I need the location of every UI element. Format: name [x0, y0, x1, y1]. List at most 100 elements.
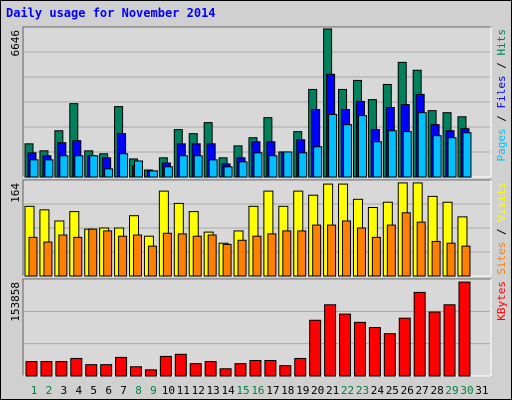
x-tick-label: 13 [207, 384, 220, 397]
bar [387, 130, 397, 178]
bar [297, 230, 307, 277]
bar [28, 236, 38, 277]
x-tick-label: 16 [251, 384, 264, 397]
bar [70, 357, 83, 377]
x-tick-label: 2 [46, 384, 53, 397]
bar [294, 357, 307, 377]
bar [268, 155, 278, 178]
x-tick-label: 24 [371, 384, 385, 397]
bar [178, 155, 188, 178]
bar [89, 155, 99, 178]
x-tick-label: 7 [120, 384, 127, 397]
bar [413, 291, 426, 377]
y-tick-label: 164 [9, 183, 22, 203]
bar [309, 319, 322, 377]
bar [222, 243, 232, 277]
bar [104, 168, 114, 178]
legend-separator: / [495, 222, 508, 242]
x-tick-label: 21 [326, 384, 339, 397]
y-tick-label: 153858 [9, 282, 22, 322]
x-tick-label: 23 [356, 384, 369, 397]
legend-entry: Files [495, 75, 508, 108]
y-tick-label: 6646 [9, 30, 22, 57]
x-tick-label: 20 [311, 384, 324, 397]
bar [40, 361, 53, 377]
bar [177, 233, 187, 277]
x-tick-label: 9 [150, 384, 157, 397]
legend-entry: Hits [495, 29, 508, 56]
legend-entry: Pages [495, 128, 508, 161]
x-tick-label: 10 [162, 384, 175, 397]
bar [428, 311, 441, 377]
bar [119, 153, 129, 178]
bar [234, 363, 247, 377]
bar [74, 155, 84, 178]
bar [43, 241, 53, 277]
bar [147, 245, 157, 277]
bar [219, 368, 232, 377]
x-tick-label: 15 [236, 384, 249, 397]
bar [59, 155, 69, 178]
bar [431, 240, 441, 277]
bar [386, 224, 396, 277]
bar [174, 353, 187, 377]
bar [446, 242, 456, 277]
bar [443, 304, 456, 377]
x-tick-label: 31 [475, 384, 488, 397]
bar [223, 166, 233, 178]
bar [283, 151, 293, 178]
chart-title: Daily usage for November 2014 [6, 6, 216, 20]
legend-separator: / [495, 109, 508, 129]
bar [461, 245, 471, 277]
bar [402, 131, 412, 178]
legend: KBytes [495, 281, 508, 321]
bar [416, 221, 426, 277]
bar [253, 152, 263, 178]
bar [343, 124, 353, 178]
bar [207, 234, 217, 277]
bar [313, 146, 323, 178]
bar [130, 366, 143, 377]
bar [192, 235, 202, 277]
bar [339, 313, 352, 377]
bar [44, 159, 54, 178]
bar [371, 236, 381, 277]
bar [208, 159, 218, 178]
bar [357, 115, 367, 178]
bar [162, 232, 172, 277]
x-tick-label: 17 [266, 384, 279, 397]
x-tick-label: 25 [386, 384, 399, 397]
x-tick-label: 6 [105, 384, 112, 397]
bar [204, 361, 217, 377]
x-tick-label: 14 [221, 384, 235, 397]
bar [368, 327, 381, 377]
legend: Pages / Files / Hits [495, 29, 508, 162]
x-tick-label: 8 [135, 384, 142, 397]
bar [282, 230, 292, 277]
legend-separator: / [495, 56, 508, 76]
bar [85, 364, 98, 377]
bar [58, 234, 68, 277]
bar [29, 159, 39, 178]
bar [144, 369, 157, 377]
x-tick-label: 11 [177, 384, 190, 397]
bar [324, 304, 337, 377]
bar [267, 233, 277, 277]
bar [279, 365, 292, 377]
legend: Sites / Visits [495, 182, 508, 275]
bar [134, 160, 144, 178]
bar [133, 234, 143, 277]
bar [238, 161, 248, 178]
bar [103, 230, 113, 277]
x-tick-label: 29 [445, 384, 458, 397]
legend-entry: KBytes [495, 281, 508, 321]
bar [163, 166, 173, 178]
bar [148, 170, 158, 178]
bar [328, 113, 338, 178]
bar [73, 236, 83, 277]
bar [462, 132, 472, 178]
bar [25, 361, 38, 377]
bar [189, 363, 202, 377]
bar [264, 359, 277, 377]
